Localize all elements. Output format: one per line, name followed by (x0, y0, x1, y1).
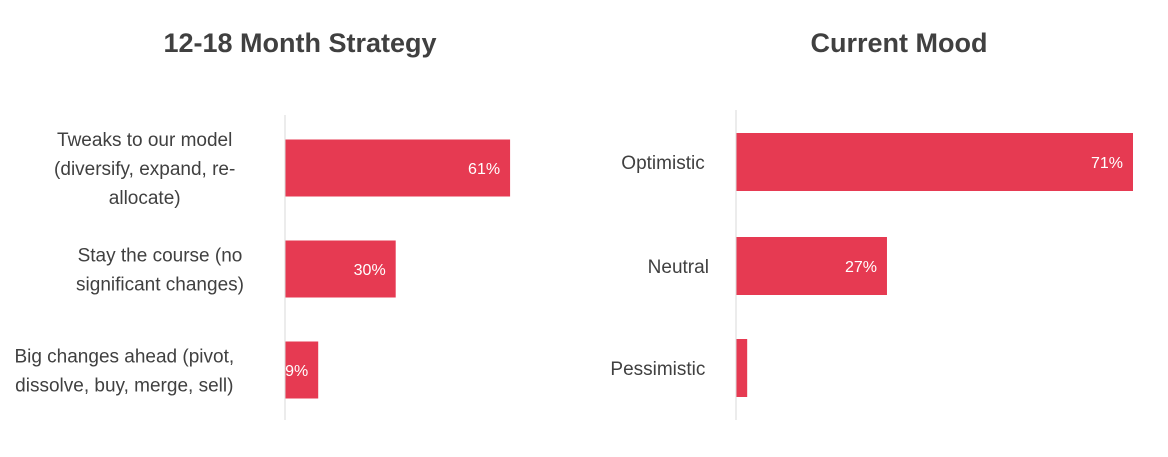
strategy-bar-0 (285, 139, 511, 197)
mood-category-label-0: Optimistic (621, 153, 704, 174)
mood-bar-0 (736, 133, 1133, 191)
mood-bar-2 (736, 339, 748, 397)
mood-category-label-1: Neutral (648, 257, 709, 278)
strategy-category-line: significant changes) (76, 275, 244, 296)
strategy-bar-2 (285, 341, 319, 399)
mood-value-label-0: 71% (1091, 155, 1123, 172)
mood-category-label-2: Pessimistic (610, 359, 705, 380)
strategy-category-line: Big changes ahead (pivot, (14, 347, 234, 368)
strategy-category-line: dissolve, buy, merge, sell) (15, 376, 233, 397)
mood-value-label-1: 27% (845, 259, 877, 276)
strategy-value-label-1: 30% (354, 262, 386, 279)
strategy-bar-1 (285, 240, 396, 298)
strategy-category-line: allocate) (109, 188, 181, 209)
mood-category-line: Pessimistic (610, 359, 705, 380)
strategy-category-line: Tweaks to our model (57, 130, 232, 151)
strategy-category-label-2: Big changes ahead (pivot, dissolve, buy, … (14, 347, 234, 397)
strategy-category-label-1: Stay the course (no significant changes) (76, 246, 244, 296)
mood-category-line: Neutral (648, 257, 709, 278)
strategy-category-label-0: Tweaks to our model (diversify, expand, r… (54, 130, 235, 209)
mood-bar-1 (736, 237, 887, 295)
strategy-value-label-0: 61% (468, 161, 500, 178)
strategy-category-line: Stay the course (no (78, 246, 243, 267)
strategy-chart-title: 12-18 Month Strategy (163, 28, 437, 58)
strategy-value-label-2: 9% (285, 363, 308, 380)
strategy-category-line: (diversify, expand, re- (54, 159, 235, 180)
mood-chart-title: Current Mood (810, 28, 988, 58)
mood-category-line: Optimistic (621, 153, 704, 174)
